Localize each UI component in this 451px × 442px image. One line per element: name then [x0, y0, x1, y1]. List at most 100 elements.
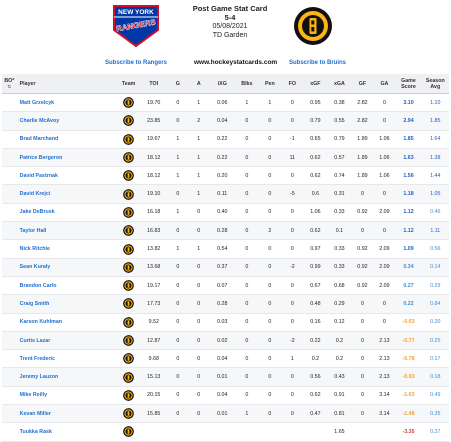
toi-cell: 13.68 — [140, 258, 168, 277]
ixg-cell — [209, 422, 236, 442]
xga-cell: 0.79 — [327, 130, 352, 149]
table-row: Curtis Lazar 12.87 0 0 0.02 0 0 -2 0.22 … — [2, 331, 449, 351]
xgf-cell: 0.65 — [303, 130, 328, 149]
subscribe-rangers-link[interactable]: Subscribe to Rangers — [105, 60, 168, 66]
player-name-link[interactable]: Matt Grzelcyk — [16, 93, 118, 113]
penalties-cell: 0 — [258, 184, 282, 204]
col-ga[interactable]: GA — [373, 74, 396, 94]
player-name-link[interactable]: Charlie McAvoy — [16, 111, 118, 131]
col-game-score[interactable]: Game Score — [395, 74, 422, 94]
player-name-link[interactable]: Kevan Miller — [16, 404, 118, 424]
player-name-link[interactable]: Brad Marchand — [16, 130, 118, 149]
bo-cell — [2, 367, 17, 387]
website-label: www.hockeystatcards.com — [194, 59, 278, 66]
ixg-cell: 0.22 — [209, 130, 236, 149]
faceoffs-cell: 0 — [281, 93, 304, 113]
team-cell — [117, 93, 141, 113]
assists-cell: 1 — [188, 166, 210, 186]
col-pen[interactable]: Pen — [258, 74, 282, 94]
bo-cell — [2, 294, 17, 314]
assists-cell: 2 — [188, 111, 210, 131]
col-g[interactable]: G — [167, 74, 189, 94]
season-avg-cell: 0.35 — [421, 404, 449, 424]
player-name-link[interactable]: Karson Kuhlman — [16, 313, 118, 332]
col-toi[interactable]: TOI — [140, 74, 168, 94]
player-name-link[interactable]: Sean Kuraly — [16, 258, 118, 277]
assists-cell: 0 — [188, 331, 210, 351]
player-name-link[interactable]: Nick Ritchie — [16, 239, 118, 259]
ixg-cell: 0.40 — [209, 203, 236, 223]
player-name-link[interactable]: Taylor Hall — [16, 221, 118, 241]
bo-cell — [2, 258, 17, 277]
faceoffs-cell: -2 — [281, 331, 304, 351]
team-cell — [117, 386, 141, 406]
player-name-link[interactable]: Brandon Carlo — [16, 276, 118, 296]
toi-cell: 23.85 — [140, 111, 168, 131]
player-name-link[interactable]: Mike Reilly — [16, 386, 118, 406]
goals-cell: 1 — [167, 239, 189, 259]
gf-cell: 0 — [351, 367, 374, 387]
subscribe-bruins-link[interactable]: Subscribe to Bruins — [289, 60, 347, 66]
xga-cell: 0.74 — [327, 166, 352, 186]
col-player[interactable]: Player — [16, 74, 118, 94]
game-score-cell: 2.94 — [395, 111, 422, 131]
blocks-cell — [235, 422, 259, 442]
bruins-team-icon — [123, 188, 134, 200]
col-gf[interactable]: GF — [351, 74, 374, 94]
player-name-link[interactable]: David Pastrnak — [16, 166, 118, 186]
bo-cell — [2, 148, 17, 168]
season-avg-cell: 0.49 — [421, 386, 449, 406]
xgf-cell: 0.95 — [303, 93, 328, 113]
table-row: Matt Grzelcyk 19.70 0 1 0.06 1 1 0 0.95 … — [2, 93, 449, 113]
xga-cell: 0.91 — [327, 386, 352, 406]
bo-cell — [2, 166, 17, 186]
player-name-link[interactable]: Trent Frederic — [16, 349, 118, 369]
assists-cell: 0 — [188, 258, 210, 277]
blocks-cell: 0 — [235, 258, 259, 277]
player-name-link[interactable]: Tuukka Rask — [16, 422, 118, 442]
game-score-cell: 1.63 — [395, 148, 422, 168]
toi-cell: 15.85 — [140, 404, 168, 424]
ga-cell: 1.06 — [373, 166, 396, 186]
col-fo[interactable]: FO — [281, 74, 304, 94]
toi-cell: 19.70 — [140, 93, 168, 113]
game-score-cell: -0.77 — [395, 331, 422, 351]
col-blks[interactable]: Blks — [235, 74, 259, 94]
col-a[interactable]: A — [188, 74, 210, 94]
xgf-cell: 0.56 — [303, 367, 328, 387]
blocks-cell: 1 — [235, 93, 259, 113]
gf-cell: 0 — [351, 349, 374, 369]
player-name-link[interactable]: Curtis Lazar — [16, 331, 118, 351]
xgf-cell: 0.62 — [303, 221, 328, 241]
player-name-link[interactable]: Jeremy Lauzon — [16, 367, 118, 387]
final-score: 5-4 — [224, 13, 236, 22]
table-row: Mike Reilly 20.15 0 0 0.04 0 0 0 0.62 0.… — [2, 386, 449, 406]
player-name-link[interactable]: Patrice Bergeron — [16, 148, 118, 168]
bruins-logo-icon — [294, 7, 332, 45]
player-name-link[interactable]: Jake DeBrusk — [16, 203, 118, 223]
col-team[interactable]: Team — [117, 74, 141, 94]
goals-cell: 0 — [167, 404, 189, 424]
col-ixg[interactable]: iXG — [209, 74, 236, 94]
penalties-cell: 0 — [258, 166, 282, 186]
faceoffs-cell: 11 — [281, 148, 304, 168]
game-score-cell: 1.12 — [395, 221, 422, 241]
bruins-team-icon — [123, 97, 134, 108]
penalties-cell: 0 — [258, 404, 282, 424]
xga-cell: 0.29 — [327, 294, 352, 314]
player-name-link[interactable]: Craig Smith — [16, 294, 118, 314]
col-xgf[interactable]: xGF — [303, 74, 328, 94]
xga-cell: 0.38 — [327, 93, 352, 113]
gf-cell: 0.92 — [351, 239, 374, 259]
xgf-cell: 0.62 — [303, 166, 328, 186]
col-season-avg[interactable]: Season Avg — [421, 74, 449, 94]
ga-cell: 1.06 — [373, 130, 396, 149]
season-avg-cell: 1.38 — [421, 148, 449, 168]
col-bo[interactable]: BO* ⇅ — [2, 74, 17, 94]
toi-cell: 12.87 — [140, 331, 168, 351]
col-xga[interactable]: xGA — [327, 74, 352, 94]
game-score-cell: 1.85 — [395, 130, 422, 149]
ixg-cell: 0.37 — [209, 258, 236, 277]
ga-cell: 0 — [373, 221, 396, 241]
player-name-link[interactable]: David Krejci — [16, 184, 118, 204]
